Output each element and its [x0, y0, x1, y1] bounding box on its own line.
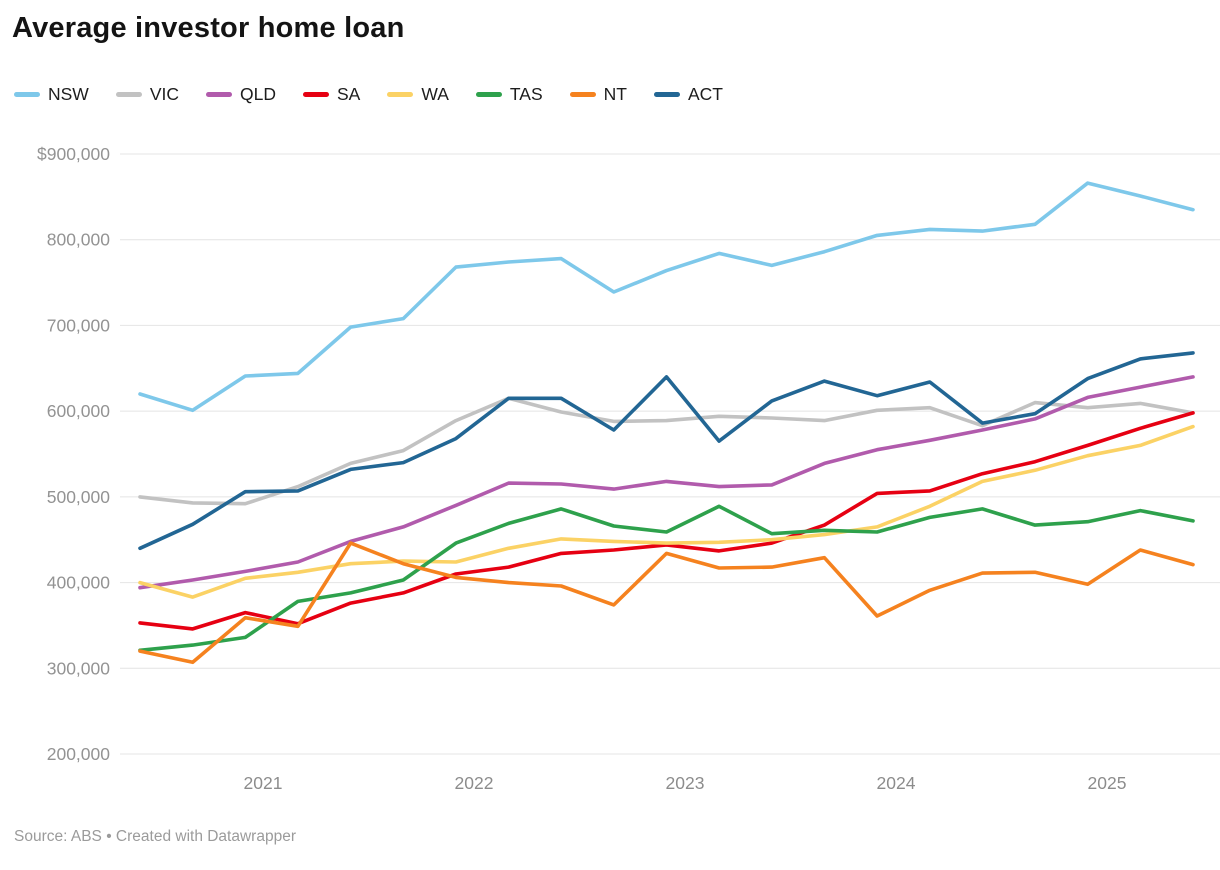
legend-swatch-vic: [115, 92, 142, 97]
x-axis-labels: 2021 2022 2023 2024 2025: [244, 773, 1127, 793]
legend-item-qld: QLD: [206, 84, 276, 105]
legend-label: NSW: [48, 84, 89, 104]
y-tick-label: 500,000: [47, 487, 111, 507]
legend-label: WA: [421, 84, 449, 104]
page-title: Average investor home loan: [12, 12, 405, 44]
series-line-sa: [138, 411, 1195, 631]
y-tick-label: 700,000: [47, 315, 111, 335]
x-tick-label: 2025: [1088, 773, 1127, 793]
legend-item-sa: SA: [303, 84, 360, 105]
y-tick-label: 400,000: [47, 573, 111, 593]
series-line-wa: [138, 424, 1195, 599]
legend-swatch-nsw: [14, 92, 40, 97]
x-tick-label: 2022: [455, 773, 494, 793]
legend-item-nsw: NSW: [14, 84, 89, 105]
legend-swatch-qld: [206, 92, 233, 97]
legend-label: SA: [337, 84, 361, 104]
legend-item-nt: NT: [569, 84, 627, 105]
series-line-tas: [138, 504, 1195, 653]
series-line-qld: [138, 375, 1195, 590]
legend-item-tas: TAS: [475, 84, 543, 105]
series-line-nt: [138, 541, 1195, 665]
legend-swatch-act: [653, 92, 680, 97]
legend-item-vic: VIC: [115, 84, 180, 105]
legend-swatch-nt: [569, 92, 596, 97]
legend-label: TAS: [509, 84, 543, 104]
legend-label: VIC: [149, 84, 180, 104]
y-tick-label: 200,000: [47, 744, 111, 764]
y-tick-label: 800,000: [47, 230, 111, 250]
legend-label: ACT: [687, 84, 723, 104]
line-chart: $900,000 800,000 700,000 600,000 500,000 400,…: [37, 144, 1220, 793]
y-tick-label: 300,000: [47, 658, 111, 678]
source-attribution: Source: ABS • Created with Datawrapper: [14, 828, 296, 845]
legend-swatch-wa: [387, 92, 414, 97]
legend-label: NT: [603, 84, 627, 104]
x-tick-label: 2024: [877, 773, 916, 793]
legend-item-wa: WA: [387, 84, 449, 105]
y-axis-labels: $900,000 800,000 700,000 600,000 500,000 400,…: [37, 144, 110, 764]
y-tick-label: 600,000: [47, 401, 111, 421]
legend-item-act: ACT: [653, 84, 723, 105]
series-line-vic: [138, 396, 1195, 506]
series-line-nsw: [138, 181, 1195, 413]
y-tick-label: $900,000: [37, 144, 110, 164]
x-tick-label: 2021: [244, 773, 283, 793]
x-tick-label: 2023: [666, 773, 705, 793]
series-line-act: [138, 351, 1195, 551]
legend-label: QLD: [240, 84, 276, 104]
series-lines: [138, 181, 1195, 665]
legend: NSW VIC QLD SA WA TAS NT ACT: [14, 84, 723, 105]
legend-swatch-sa: [303, 92, 329, 97]
legend-swatch-tas: [475, 92, 502, 97]
